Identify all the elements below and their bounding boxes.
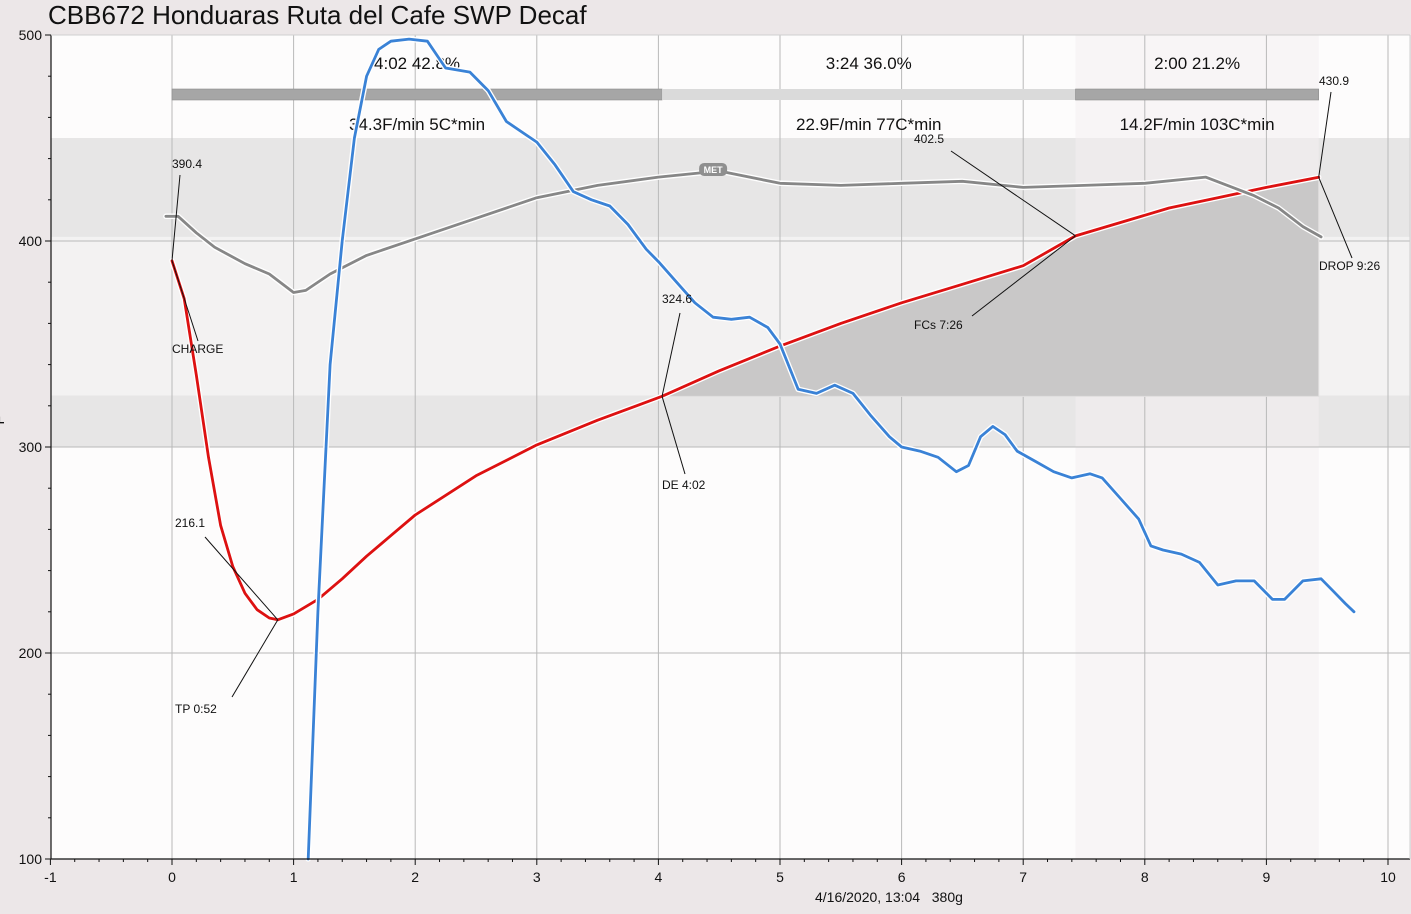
phase-rate-3: 14.2F/min 103C*min xyxy=(1120,115,1275,134)
annotation-leader-event xyxy=(171,260,199,342)
met-badge xyxy=(699,162,728,176)
annotation-value: 324.6 xyxy=(662,292,692,306)
annotation-event: TP 0:52 xyxy=(175,702,217,716)
annotation-event: DROP 9:26 xyxy=(1319,259,1380,273)
phase-rate-1: 34.3F/min 5C*min xyxy=(349,115,485,134)
annotation-value: 430.9 xyxy=(1319,74,1349,88)
annotation-leader-event xyxy=(971,235,1076,317)
series-lines: MET xyxy=(163,36,1357,862)
chart-title: CBB672 Honduaras Ruta del Cafe SWP Decaf xyxy=(48,0,587,30)
y-axis-label: F xyxy=(0,416,7,425)
y-tick-label: 400 xyxy=(19,233,43,249)
event-annotations: 390.4 CHARGE 216.1 TP 0:52 324.6 DE 4:02 402.5… xyxy=(171,74,1380,716)
annotation-leader-value xyxy=(171,174,181,261)
annotation-leader-event xyxy=(231,619,279,698)
series-ror xyxy=(306,37,1356,861)
annotation-leader-event xyxy=(661,396,686,475)
annotation-value: 402.5 xyxy=(914,132,944,146)
y-tick-label: 500 xyxy=(19,27,43,43)
phase-bar-3 xyxy=(1075,88,1319,101)
y-tick-label: 300 xyxy=(19,439,43,455)
phase-rate-2: 22.9F/min 77C*min xyxy=(796,115,942,134)
phase-bar-2 xyxy=(662,89,1076,100)
x-tick-label: 10 xyxy=(1380,869,1396,885)
phase-bars xyxy=(171,88,1319,101)
axes: -1 0 1 2 3 4 5 6 7 8 9 10 100 200 300 400 500 F xyxy=(0,27,1411,885)
x-tick-label: 9 xyxy=(1263,869,1271,885)
x-tick-label: 0 xyxy=(168,869,176,885)
annotation-leader-value xyxy=(1318,91,1332,178)
annotation-leader-value xyxy=(950,150,1076,237)
x-tick-label: 8 xyxy=(1141,869,1149,885)
y-tick-label: 200 xyxy=(19,645,43,661)
annotation-leader-event xyxy=(1318,177,1353,259)
annotation-event: DE 4:02 xyxy=(662,478,706,492)
annotation-value: 216.1 xyxy=(175,516,205,530)
series-env_temp xyxy=(164,169,1323,294)
x-tick-label: 5 xyxy=(776,869,784,885)
x-tick-label: 4 xyxy=(655,869,663,885)
y-tick-label: 100 xyxy=(19,851,43,867)
phase-bar-1 xyxy=(171,88,663,101)
phase-summary-2: 3:24 36.0% xyxy=(826,54,912,73)
phase-summary-3: 2:00 21.2% xyxy=(1154,54,1240,73)
annotation-value: 390.4 xyxy=(172,157,202,171)
annotation-leader-value xyxy=(661,312,681,397)
met-label: MET xyxy=(704,165,724,175)
x-tick-label: 6 xyxy=(898,869,906,885)
footer-info: 4/16/2020, 13:04 380g xyxy=(815,889,963,905)
x-tick-label: 2 xyxy=(411,869,419,885)
annotation-event: FCs 7:26 xyxy=(914,318,963,332)
x-tick-label: 3 xyxy=(533,869,541,885)
x-tick-label: 1 xyxy=(290,869,298,885)
x-tick-label: -1 xyxy=(44,869,57,885)
annotation-leader-value xyxy=(204,536,279,621)
x-tick-label: 7 xyxy=(1019,869,1027,885)
annotation-event: CHARGE xyxy=(172,342,223,356)
